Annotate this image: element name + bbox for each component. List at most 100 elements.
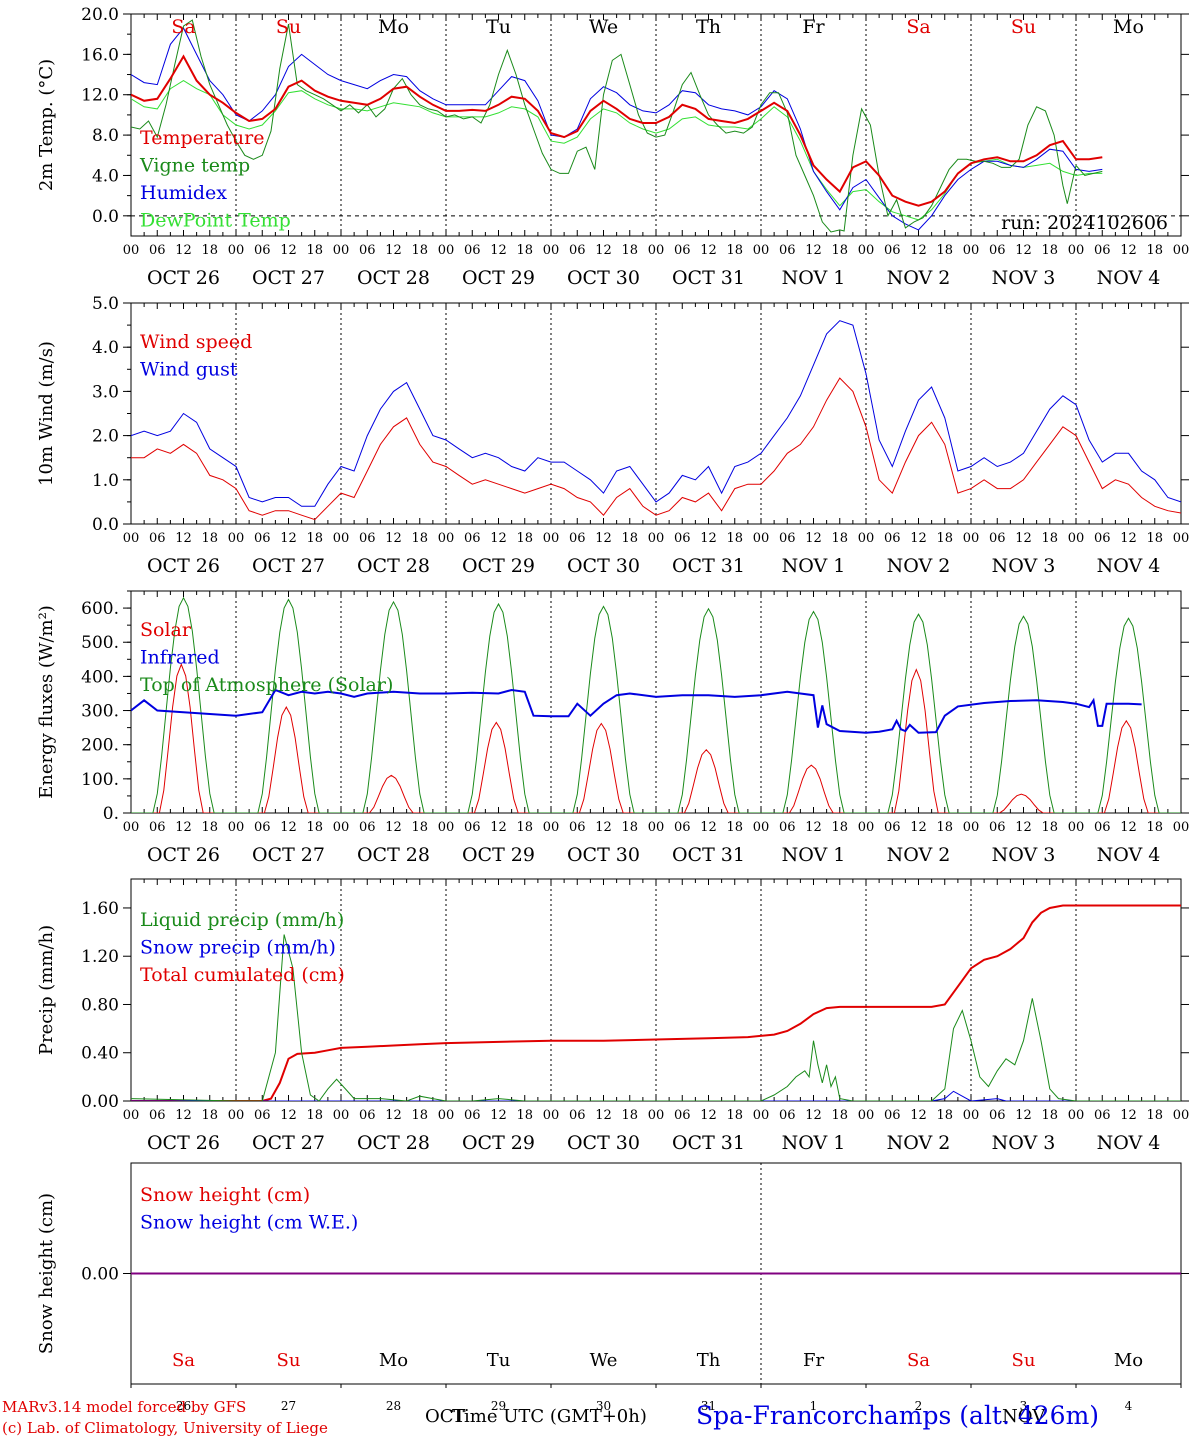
date-label: NOV 3	[992, 1132, 1056, 1154]
day-name: Su	[277, 1350, 301, 1371]
hour-tick-label: 18	[201, 820, 218, 835]
date-label: OCT 31	[672, 555, 745, 577]
hour-tick-label: 06	[569, 1108, 586, 1123]
legend-entry: Vigne temp	[139, 155, 250, 177]
time-axis-label: Time UTC (GMT+0h)	[452, 1406, 647, 1427]
hour-tick-label: 06	[884, 531, 901, 546]
hour-tick-label: 12	[1120, 243, 1137, 258]
hour-tick-label: 18	[1146, 820, 1163, 835]
series-solar	[131, 663, 1181, 813]
date-label: NOV 3	[992, 844, 1056, 866]
hour-tick-label: 18	[936, 1108, 953, 1123]
day-name: Fr	[803, 1350, 824, 1371]
hour-tick-label: 18	[411, 820, 428, 835]
date-label: OCT 29	[462, 555, 535, 577]
date-label: NOV 4	[1097, 555, 1161, 577]
date-label: NOV 4	[1097, 1132, 1161, 1154]
hour-tick-label: 00	[333, 243, 350, 258]
hour-tick-label: 00	[1173, 820, 1190, 835]
panel-2: 00 06 12 18 00 06 12 18 00 06 12 18 00 06 12 18 00 06 12 18…	[36, 294, 1189, 577]
date-label: OCT 30	[567, 555, 640, 577]
hour-tick-label: 06	[1094, 531, 1111, 546]
date-label: NOV 3	[992, 267, 1056, 289]
hour-tick-label: 12	[1120, 820, 1137, 835]
y-tick-label: 500.	[81, 633, 119, 653]
legend-entry: Snow height (cm W.E.)	[140, 1212, 358, 1234]
hour-tick-label: 06	[569, 531, 586, 546]
legend-entry: Snow height (cm)	[140, 1184, 310, 1206]
hour-tick-label: 06	[779, 243, 796, 258]
date-label: NOV 4	[1097, 844, 1161, 866]
hour-tick-label: 00	[648, 820, 665, 835]
y-tick-label: 400.	[81, 667, 119, 687]
panel-1: 00 06 12 18 00 06 12 18 00 06 12 18 00 06 12 18 00 06 12 18…	[36, 5, 1189, 289]
hour-tick-label: 00	[228, 243, 245, 258]
legend-entry: Temperature	[140, 127, 264, 149]
hour-tick-label: 00	[333, 1108, 350, 1123]
hour-tick-label: 12	[700, 1108, 717, 1123]
hour-tick-label: 12	[1120, 531, 1137, 546]
legend-entry: Humidex	[140, 182, 227, 204]
date-label: OCT 29	[462, 844, 535, 866]
day-name: Mo	[378, 16, 409, 38]
hour-tick-label: 18	[726, 820, 743, 835]
day-number: 26	[176, 1399, 191, 1413]
hour-tick-label: 00	[1068, 243, 1085, 258]
hour-tick-label: 12	[175, 1108, 192, 1123]
hour-tick-label: 00	[858, 820, 875, 835]
hour-tick-label: 12	[700, 531, 717, 546]
date-label: OCT 27	[252, 1132, 325, 1154]
hour-tick-label: 00	[438, 820, 455, 835]
day-number: 27	[281, 1399, 296, 1413]
hour-tick-label: 00	[438, 243, 455, 258]
hour-tick-label: 12	[385, 1108, 402, 1123]
date-label: OCT 27	[252, 267, 325, 289]
y-tick-label: 0.0	[92, 207, 119, 227]
date-label: OCT 29	[462, 267, 535, 289]
hour-tick-label: 18	[411, 243, 428, 258]
date-label: NOV 1	[782, 844, 846, 866]
hour-tick-label: 00	[648, 1108, 665, 1123]
y-axis-label: Snow height (cm)	[36, 1193, 57, 1354]
hour-tick-label: 06	[359, 243, 376, 258]
hour-tick-label: 00	[963, 243, 980, 258]
hour-tick-label: 12	[175, 243, 192, 258]
day-name: We	[589, 16, 618, 38]
day-name: Su	[276, 16, 301, 38]
hour-tick-label: 06	[1094, 820, 1111, 835]
hour-tick-label: 06	[254, 243, 271, 258]
y-tick-label: 1.0	[92, 471, 119, 491]
panel-4: 00 06 12 18 00 06 12 18 00 06 12 18 00 06 12 18 00 06 12 18…	[36, 878, 1189, 1154]
hour-tick-label: 00	[753, 243, 770, 258]
hour-tick-label: 12	[700, 243, 717, 258]
hour-tick-label: 00	[963, 1108, 980, 1123]
legend-entry: Solar	[140, 619, 192, 641]
day-name: Sa	[172, 1350, 195, 1371]
series-wind-gust	[131, 320, 1181, 507]
footer-model: MARv3.14 model forced by GFS	[2, 1398, 247, 1416]
hour-tick-label: 00	[1068, 820, 1085, 835]
hour-tick-label: 00	[438, 531, 455, 546]
legend-entry: Wind gust	[140, 359, 238, 381]
day-name: Mo	[1114, 1350, 1143, 1371]
series-snow-precip-mm-h	[131, 1090, 1181, 1101]
date-label: OCT 30	[567, 267, 640, 289]
hour-tick-label: 12	[490, 1108, 507, 1123]
hour-tick-label: 06	[674, 243, 691, 258]
y-tick-label: 1.20	[81, 947, 119, 967]
y-tick-label: 8.0	[92, 126, 119, 146]
hour-tick-label: 00	[543, 531, 560, 546]
hour-tick-label: 06	[464, 1108, 481, 1123]
y-tick-label: 4.0	[92, 338, 119, 358]
day-name: Su	[1011, 16, 1036, 38]
date-label: OCT 27	[252, 555, 325, 577]
hour-tick-label: 06	[569, 820, 586, 835]
hour-tick-label: 00	[1173, 531, 1190, 546]
day-name: Sa	[906, 16, 930, 38]
hour-tick-label: 06	[149, 820, 166, 835]
panel-5: 0.00 Snow height (cm) Snow height (cm) Snow…	[36, 1162, 1189, 1413]
hour-tick-label: 06	[149, 1108, 166, 1123]
date-label: NOV 1	[782, 267, 846, 289]
hour-tick-label: 06	[674, 820, 691, 835]
